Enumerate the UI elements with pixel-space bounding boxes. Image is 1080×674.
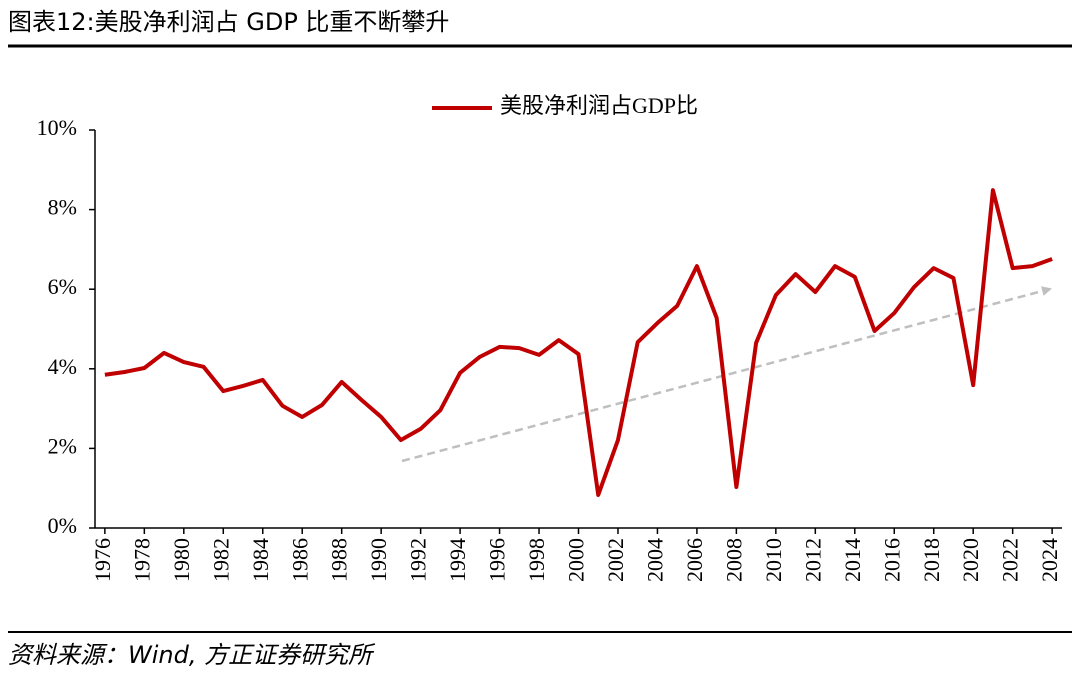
x-tick-label: 1982: [208, 538, 233, 582]
x-tick-label: 2018: [919, 538, 944, 582]
x-tick-label: 2014: [840, 538, 865, 582]
y-tick-label: 8%: [48, 195, 77, 220]
x-tick-label: 2002: [603, 538, 628, 582]
y-tick-label: 6%: [48, 274, 77, 299]
x-tick-label: 1986: [287, 538, 312, 582]
x-tick-label: 1992: [406, 538, 431, 582]
source: 资料来源：Wind, 方正证券研究所: [8, 641, 376, 669]
x-tick-label: 2006: [682, 538, 707, 582]
data-line: [104, 188, 1053, 497]
page-title: 图表12:美股净利润占 GDP 比重不断攀升: [8, 8, 449, 36]
x-tick-label: 1980: [169, 538, 194, 582]
y-tick-label: 4%: [48, 354, 77, 379]
x-tick-label: 1988: [327, 538, 352, 582]
x-tick-label: 2000: [564, 538, 589, 582]
x-tick-label: 1984: [248, 538, 273, 582]
x-tick-label: 1998: [524, 538, 549, 582]
x-tick-label: 1990: [366, 538, 391, 582]
y-tick-label: 2%: [48, 433, 77, 458]
y-tick-label: 10%: [37, 115, 77, 140]
x-tick-label: 2008: [721, 538, 746, 582]
x-tick-label: 2010: [761, 538, 786, 582]
x-tick-label: 2024: [1037, 538, 1062, 582]
trend-arrow: [401, 286, 1052, 463]
x-tick-label: 2016: [879, 538, 904, 582]
x-tick-label: 1994: [445, 538, 470, 582]
legend-label: 美股净利润占GDP比: [500, 93, 698, 118]
x-tick-label: 2004: [642, 538, 667, 582]
y-tick-label: 0%: [48, 513, 77, 538]
x-tick-label: 2022: [998, 538, 1023, 582]
x-tick-label: 2012: [800, 538, 825, 582]
x-tick-label: 1978: [129, 538, 154, 582]
x-tick-label: 1996: [485, 538, 510, 582]
x-tick-label: 2020: [958, 538, 983, 582]
x-tick-label: 1976: [90, 538, 115, 582]
